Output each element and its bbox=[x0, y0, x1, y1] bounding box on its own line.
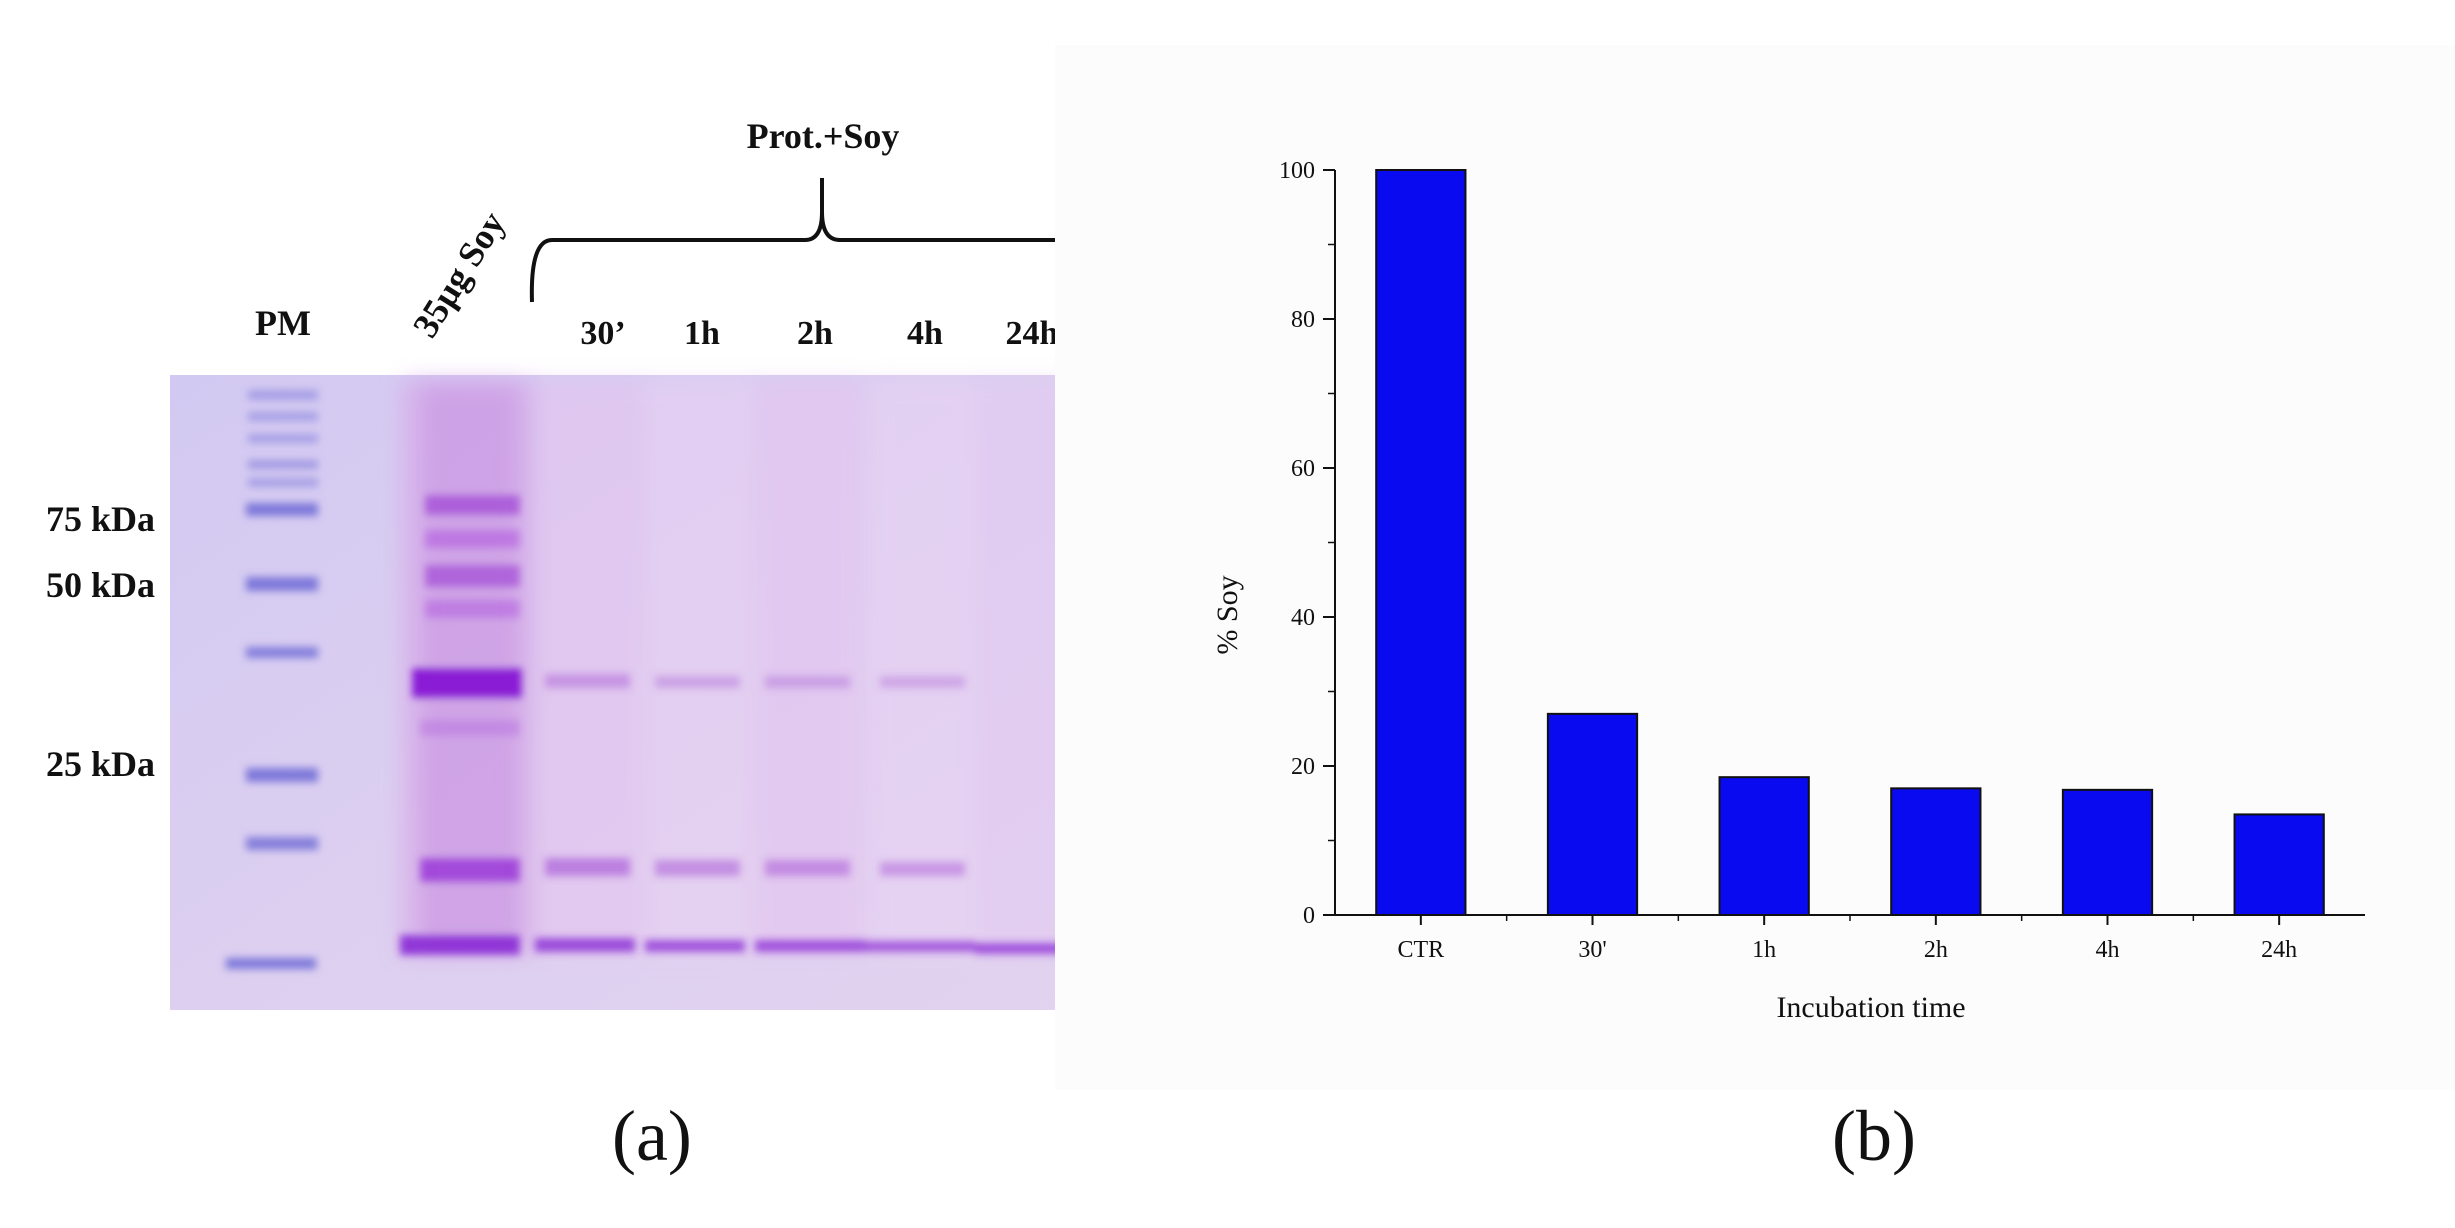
soy-band bbox=[425, 530, 520, 548]
y-tick-label: 20 bbox=[1291, 754, 1315, 780]
digest-band bbox=[655, 676, 740, 688]
mw-label-75kda: 75 kDa bbox=[46, 499, 155, 539]
soy-band bbox=[425, 495, 520, 515]
mw-label-50kda: 50 kDa bbox=[46, 565, 155, 605]
digest-band bbox=[765, 860, 850, 876]
mw-label-25kda: 25 kDa bbox=[46, 744, 155, 784]
lane-label-1h: 1h bbox=[684, 315, 720, 352]
x-tick-label: 30' bbox=[1578, 937, 1606, 963]
panel-label-b: (b) bbox=[1832, 1096, 1916, 1176]
bar-0 bbox=[1375, 169, 1467, 916]
lane-label-4h: 4h bbox=[907, 315, 943, 352]
soy-band bbox=[400, 935, 520, 955]
lane-label-2h: 2h bbox=[797, 315, 833, 352]
digest-band bbox=[645, 940, 745, 952]
digest-band bbox=[865, 941, 975, 952]
x-axis-title: Incubation time bbox=[1776, 991, 1965, 1024]
lane-label-30min: 30’ bbox=[580, 315, 625, 352]
digest-band bbox=[535, 938, 635, 952]
bar-4 bbox=[2061, 788, 2154, 917]
gel-panel: Prot.+Soy PM 35µg Soy 30’ 1h 2h 4h 24h 7… bbox=[0, 0, 1180, 1228]
soy-lane bbox=[400, 385, 522, 955]
marker-band bbox=[248, 390, 318, 400]
bar-5 bbox=[2233, 813, 2325, 916]
soy-band bbox=[412, 668, 522, 698]
digest-band bbox=[755, 940, 865, 952]
soy-band bbox=[425, 600, 520, 618]
marker-band bbox=[246, 768, 318, 782]
y-tick-label: 80 bbox=[1291, 307, 1315, 333]
y-axis-title: % Soy bbox=[1211, 575, 1244, 654]
x-tick-label: 2h bbox=[1924, 937, 1948, 963]
marker-band bbox=[248, 412, 318, 421]
x-tick-label: CTR bbox=[1397, 937, 1444, 963]
digest-band bbox=[880, 862, 965, 876]
marker-band bbox=[246, 503, 318, 516]
marker-band bbox=[226, 958, 316, 969]
x-tick-label: 4h bbox=[2096, 937, 2120, 963]
y-tick-label: 60 bbox=[1291, 456, 1315, 482]
marker-lane bbox=[226, 390, 318, 969]
x-tick-label: 24h bbox=[2261, 937, 2297, 963]
marker-lane-label: PM bbox=[255, 303, 311, 343]
marker-band bbox=[246, 647, 318, 658]
bar-chart: CTR 30' 1h 2h 4h 24h 0 20 40 60 80 100 % Soy Incuba… bbox=[1211, 158, 2365, 1024]
marker-band bbox=[246, 837, 318, 850]
marker-band bbox=[246, 577, 318, 591]
digest-band bbox=[655, 860, 740, 876]
gel-figure: Prot.+Soy PM 35µg Soy 30’ 1h 2h 4h 24h 7… bbox=[46, 116, 1135, 1010]
digest-band bbox=[545, 858, 630, 876]
soy-band bbox=[425, 565, 520, 587]
soy-band bbox=[420, 720, 520, 736]
marker-band bbox=[248, 478, 318, 487]
group-label: Prot.+Soy bbox=[747, 116, 900, 156]
digest-band bbox=[975, 943, 1085, 954]
y-tick-label: 100 bbox=[1279, 158, 1315, 184]
bar-2 bbox=[1718, 776, 1810, 916]
lane-group-bracket bbox=[529, 178, 1114, 303]
digest-lanes bbox=[535, 674, 1085, 954]
digest-band bbox=[545, 674, 630, 688]
panel-label-a: (a) bbox=[612, 1096, 692, 1176]
y-tick-label: 0 bbox=[1303, 903, 1315, 929]
lane-label-24h: 24h bbox=[1006, 315, 1059, 352]
bar-1 bbox=[1546, 712, 1639, 916]
marker-band bbox=[248, 460, 318, 469]
y-tick-label: 40 bbox=[1291, 605, 1315, 631]
soy-band bbox=[420, 858, 520, 882]
x-tick-label: 1h bbox=[1752, 937, 1776, 963]
marker-band bbox=[248, 434, 318, 443]
digest-band bbox=[765, 676, 850, 688]
bar-3 bbox=[1890, 787, 1982, 916]
digest-band bbox=[880, 676, 965, 688]
chart-panel: CTR 30' 1h 2h 4h 24h 0 20 40 60 80 100 % Soy Incuba… bbox=[1055, 45, 2455, 1090]
soy-lane-label: 35µg Soy bbox=[405, 205, 513, 345]
